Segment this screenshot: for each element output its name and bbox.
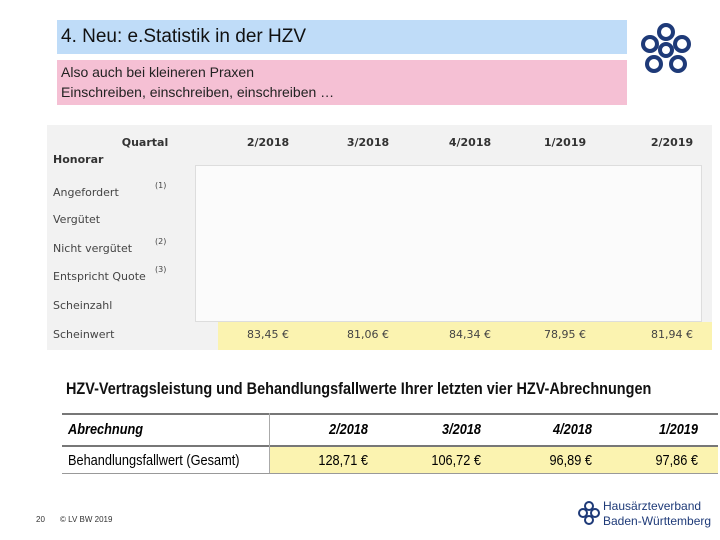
row-label: Behandlungsfallwert (Gesamt) bbox=[68, 452, 240, 469]
cell: 96,89 € bbox=[549, 452, 592, 469]
cell: 84,34 € bbox=[449, 328, 491, 341]
title-box: 4. Neu: e.Statistik in der HZV bbox=[57, 20, 627, 54]
table-title: HZV-Vertragsleistung und Behandlungsfall… bbox=[66, 379, 652, 398]
column-header: Quartal bbox=[121, 136, 169, 149]
highlight bbox=[270, 447, 718, 473]
cell: 128,71 € bbox=[318, 452, 368, 469]
row-label: Honorar bbox=[53, 153, 104, 166]
subtitle-line: Also auch bei kleineren Praxen bbox=[61, 64, 255, 80]
column-header: 2/2018 bbox=[246, 136, 290, 149]
rule bbox=[62, 473, 718, 474]
row-label: Angefordert bbox=[53, 186, 119, 199]
column-header: 3/2018 bbox=[441, 421, 481, 438]
logo-text: Hausärzteverband bbox=[603, 499, 702, 513]
column-header: 2/2019 bbox=[650, 136, 694, 149]
column-header: 4/2018 bbox=[552, 421, 592, 438]
column-header: Abrechnung bbox=[68, 421, 144, 438]
highlight bbox=[218, 322, 712, 350]
cell: 81,06 € bbox=[347, 328, 389, 341]
row-label: Vergütet bbox=[53, 213, 101, 226]
column-header: 1/2019 bbox=[658, 421, 698, 438]
table2: HZV-Vertragsleistung und Behandlungsfall… bbox=[62, 375, 718, 475]
row-label: Scheinwert bbox=[53, 328, 115, 341]
row-label: Nicht vergütet bbox=[53, 242, 133, 255]
row-label: Scheinzahl bbox=[53, 299, 113, 312]
title: 4. Neu: e.Statistik in der HZV bbox=[61, 26, 306, 47]
logo bbox=[641, 23, 691, 73]
table1: Quartal 2/2018 3/2018 4/2018 1/2019 2/2019 Hon… bbox=[47, 125, 712, 350]
column-header: 2/2018 bbox=[328, 421, 368, 438]
cell: 83,45 € bbox=[247, 328, 289, 341]
rule bbox=[269, 413, 270, 473]
page-number: 20 bbox=[36, 515, 45, 524]
footnote-ref: (1) bbox=[155, 181, 167, 190]
column-header: 3/2018 bbox=[346, 136, 390, 149]
subtitle-line: Einschreiben, einschreiben, einschreiben… bbox=[61, 84, 335, 100]
column-header: 1/2019 bbox=[543, 136, 587, 149]
footnote-ref: (2) bbox=[155, 237, 167, 246]
row-label: Entspricht Quote bbox=[53, 270, 146, 283]
column-header: 4/2018 bbox=[448, 136, 492, 149]
cell: 106,72 € bbox=[431, 452, 481, 469]
footer-logo bbox=[578, 501, 600, 525]
logo-text: Baden-Württemberg bbox=[603, 514, 712, 528]
footnote-ref: (3) bbox=[155, 265, 167, 274]
rule bbox=[62, 413, 718, 415]
cell: 78,95 € bbox=[544, 328, 586, 341]
copyright: © LV BW 2019 bbox=[60, 515, 113, 524]
table1-body bbox=[195, 165, 702, 322]
rule bbox=[62, 445, 718, 447]
subtitle-box: Also auch bei kleineren Praxen Einschrei… bbox=[57, 60, 627, 105]
cell: 81,94 € bbox=[651, 328, 693, 341]
cell: 97,86 € bbox=[655, 452, 698, 469]
